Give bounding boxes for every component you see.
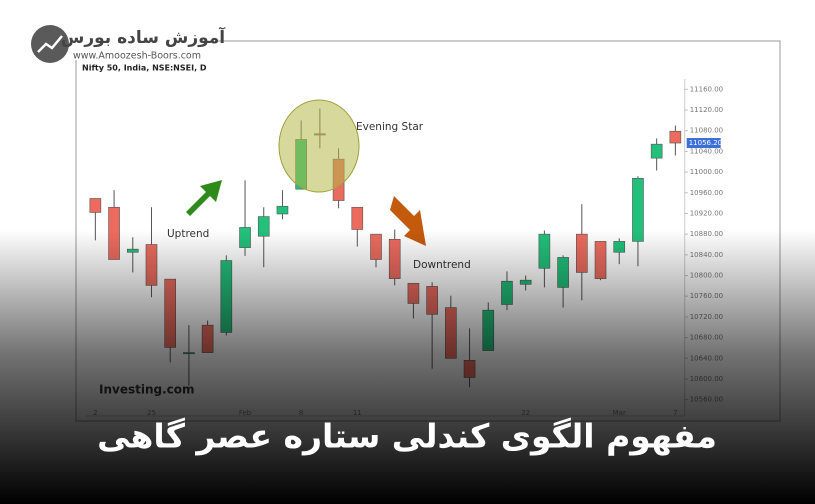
candle-body — [669, 130, 682, 144]
highlight-ellipse — [278, 99, 360, 193]
candle-body — [650, 143, 663, 159]
y-tick-label: 11040.00 — [690, 147, 723, 155]
logo-backdrop — [60, 30, 215, 60]
brand-name: آموزش ساده بورس — [61, 26, 226, 48]
annotation: Evening Star — [356, 121, 424, 133]
candle-body — [276, 205, 289, 215]
candle-body — [89, 198, 102, 213]
candle-body — [351, 206, 364, 230]
brand-url: www.Amoozesh-Boors.com — [73, 51, 201, 62]
logo-icon — [31, 25, 69, 63]
bottom-fade — [0, 230, 815, 504]
y-tick-label: 11080.00 — [690, 127, 723, 135]
y-tick-label: 11120.00 — [690, 106, 723, 114]
y-tick-label: 11160.00 — [690, 85, 723, 93]
y-tick-label: 10920.00 — [690, 209, 723, 217]
y-tick-label: 10960.00 — [690, 189, 723, 197]
last-price-box — [686, 138, 721, 149]
y-tick-label: 11000.00 — [690, 168, 723, 176]
up-arrow — [186, 180, 222, 216]
logo-mark — [37, 35, 63, 53]
last-price-label: 11056.20 — [689, 139, 722, 147]
title: مفهوم الگوی کندلی ستاره عصر گاهی — [97, 417, 717, 457]
subtitle: Nifty 50, India, NSE:NSEI, D — [82, 64, 207, 73]
